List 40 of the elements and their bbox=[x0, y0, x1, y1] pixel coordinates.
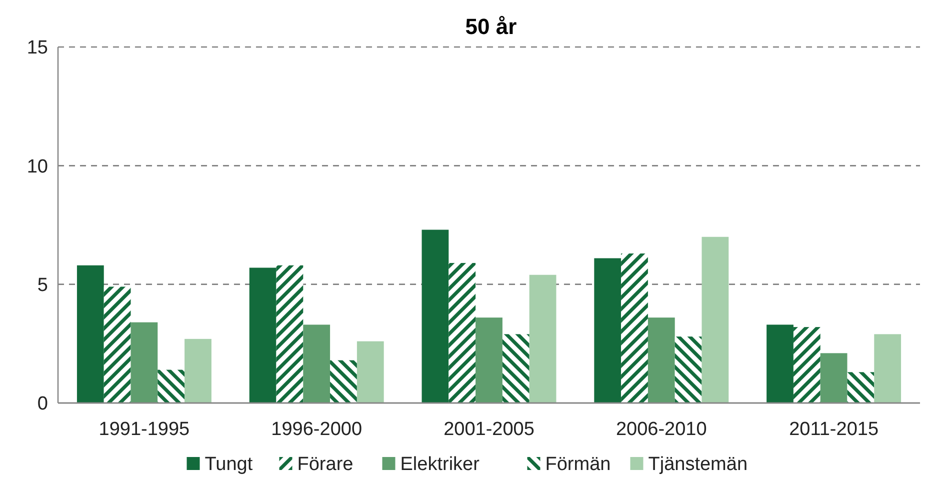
x-tick-label: 2011-2015 bbox=[789, 419, 879, 440]
bar bbox=[303, 324, 330, 403]
bar bbox=[529, 274, 556, 403]
bar bbox=[621, 253, 648, 403]
bar bbox=[130, 322, 158, 403]
x-tick-label: 1991-1995 bbox=[98, 419, 190, 440]
bar bbox=[356, 341, 384, 403]
bar bbox=[766, 324, 794, 403]
bar bbox=[184, 338, 212, 403]
bar bbox=[476, 318, 502, 403]
bar bbox=[793, 327, 820, 403]
bar bbox=[847, 372, 874, 403]
legend-label: Förare bbox=[297, 454, 354, 475]
bar bbox=[448, 262, 476, 403]
legend-label: Elektriker bbox=[400, 454, 480, 475]
bar bbox=[104, 286, 131, 403]
bar bbox=[594, 258, 622, 403]
bar bbox=[76, 265, 104, 403]
x-tick-label: 2001-2005 bbox=[444, 419, 534, 440]
legend-label: Tjänstemän bbox=[648, 454, 748, 475]
x-tick-label: 1996-2000 bbox=[271, 419, 362, 440]
y-tick-label: 0 bbox=[37, 394, 48, 415]
bar bbox=[330, 360, 357, 403]
bar bbox=[674, 336, 702, 403]
bar bbox=[158, 370, 185, 403]
bar bbox=[874, 334, 902, 403]
bar bbox=[502, 334, 530, 403]
bar bbox=[820, 353, 848, 403]
bar bbox=[276, 265, 304, 403]
x-tick-label: 2006-2010 bbox=[616, 419, 707, 440]
chart-title: 50 år bbox=[465, 14, 518, 39]
legend-label: Förmän bbox=[545, 454, 611, 475]
y-tick-label: 5 bbox=[37, 274, 48, 296]
bar bbox=[648, 318, 675, 403]
bar bbox=[702, 236, 729, 403]
y-tick-label: 15 bbox=[26, 38, 48, 59]
bar bbox=[422, 230, 449, 403]
y-tick-label: 10 bbox=[26, 156, 48, 178]
bar bbox=[249, 268, 276, 403]
legend-label: Tungt bbox=[204, 454, 254, 475]
